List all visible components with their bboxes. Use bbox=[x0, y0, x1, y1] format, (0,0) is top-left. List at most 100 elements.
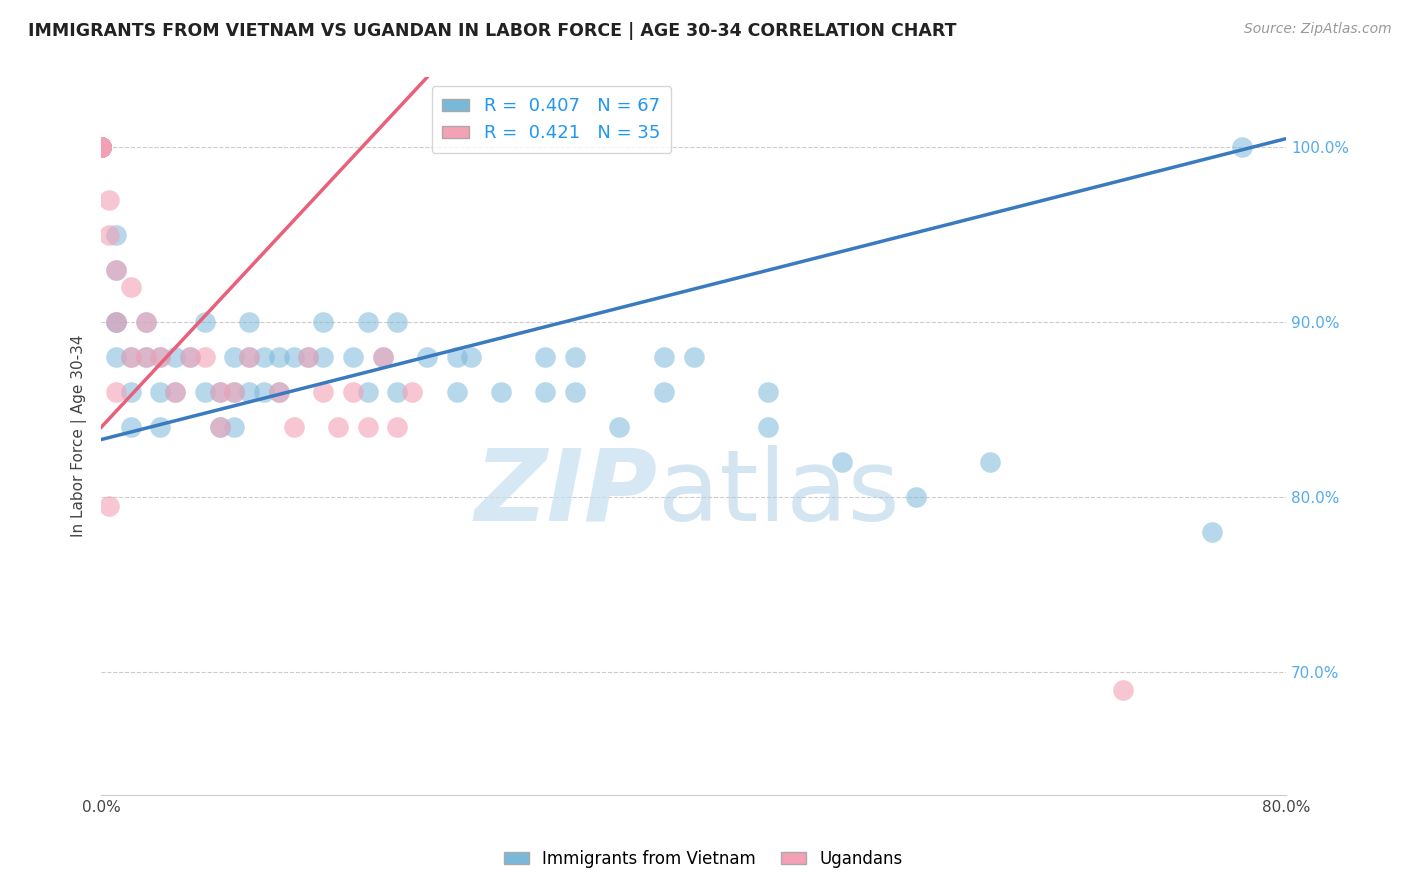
Point bbox=[534, 385, 557, 400]
Point bbox=[357, 385, 380, 400]
Point bbox=[179, 351, 201, 365]
Point bbox=[564, 385, 586, 400]
Point bbox=[165, 351, 187, 365]
Point bbox=[149, 385, 172, 400]
Point bbox=[534, 351, 557, 365]
Point bbox=[179, 351, 201, 365]
Point bbox=[904, 491, 927, 505]
Point bbox=[253, 385, 276, 400]
Legend: R =  0.407   N = 67, R =  0.421   N = 35: R = 0.407 N = 67, R = 0.421 N = 35 bbox=[432, 87, 671, 153]
Legend: Immigrants from Vietnam, Ugandans: Immigrants from Vietnam, Ugandans bbox=[496, 844, 910, 875]
Point bbox=[90, 140, 112, 154]
Point bbox=[194, 315, 217, 329]
Point bbox=[97, 499, 120, 513]
Point bbox=[135, 315, 157, 329]
Point bbox=[312, 315, 335, 329]
Text: ZIP: ZIP bbox=[475, 445, 658, 542]
Point bbox=[149, 351, 172, 365]
Point bbox=[135, 351, 157, 365]
Point bbox=[208, 420, 231, 434]
Point bbox=[120, 385, 142, 400]
Point bbox=[120, 280, 142, 294]
Point bbox=[120, 351, 142, 365]
Point bbox=[652, 385, 675, 400]
Point bbox=[416, 351, 439, 365]
Point bbox=[342, 351, 364, 365]
Point bbox=[312, 385, 335, 400]
Point bbox=[104, 315, 127, 329]
Point bbox=[238, 315, 260, 329]
Point bbox=[90, 140, 112, 154]
Y-axis label: In Labor Force | Age 30-34: In Labor Force | Age 30-34 bbox=[72, 334, 87, 537]
Point bbox=[371, 351, 394, 365]
Point bbox=[401, 385, 423, 400]
Point bbox=[97, 227, 120, 242]
Point bbox=[224, 385, 246, 400]
Point bbox=[446, 385, 468, 400]
Point bbox=[194, 385, 217, 400]
Point bbox=[165, 385, 187, 400]
Point bbox=[104, 227, 127, 242]
Point bbox=[267, 385, 290, 400]
Point bbox=[90, 140, 112, 154]
Point bbox=[238, 385, 260, 400]
Point bbox=[90, 140, 112, 154]
Text: atlas: atlas bbox=[658, 445, 900, 542]
Point bbox=[267, 385, 290, 400]
Point bbox=[979, 455, 1001, 469]
Point bbox=[208, 420, 231, 434]
Point bbox=[609, 420, 631, 434]
Point bbox=[564, 351, 586, 365]
Point bbox=[165, 385, 187, 400]
Point bbox=[104, 385, 127, 400]
Point bbox=[224, 385, 246, 400]
Point bbox=[208, 385, 231, 400]
Point bbox=[90, 140, 112, 154]
Point bbox=[446, 351, 468, 365]
Point bbox=[104, 315, 127, 329]
Point bbox=[357, 420, 380, 434]
Point bbox=[326, 420, 349, 434]
Point bbox=[149, 351, 172, 365]
Point bbox=[208, 385, 231, 400]
Point bbox=[90, 140, 112, 154]
Point bbox=[283, 420, 305, 434]
Point bbox=[652, 351, 675, 365]
Point bbox=[297, 351, 319, 365]
Point bbox=[194, 351, 217, 365]
Point bbox=[312, 351, 335, 365]
Point bbox=[460, 351, 482, 365]
Point bbox=[224, 351, 246, 365]
Point bbox=[253, 351, 276, 365]
Text: IMMIGRANTS FROM VIETNAM VS UGANDAN IN LABOR FORCE | AGE 30-34 CORRELATION CHART: IMMIGRANTS FROM VIETNAM VS UGANDAN IN LA… bbox=[28, 22, 956, 40]
Point bbox=[90, 140, 112, 154]
Point bbox=[1230, 140, 1253, 154]
Point bbox=[1112, 682, 1135, 697]
Point bbox=[90, 140, 112, 154]
Point bbox=[104, 263, 127, 277]
Point bbox=[387, 385, 409, 400]
Point bbox=[120, 420, 142, 434]
Point bbox=[90, 140, 112, 154]
Point bbox=[756, 385, 779, 400]
Point bbox=[104, 351, 127, 365]
Point bbox=[267, 351, 290, 365]
Point bbox=[238, 351, 260, 365]
Point bbox=[97, 193, 120, 207]
Point bbox=[104, 315, 127, 329]
Point bbox=[135, 315, 157, 329]
Point bbox=[90, 140, 112, 154]
Point bbox=[756, 420, 779, 434]
Point bbox=[682, 351, 704, 365]
Point bbox=[90, 140, 112, 154]
Point bbox=[297, 351, 319, 365]
Point bbox=[238, 351, 260, 365]
Point bbox=[104, 263, 127, 277]
Point bbox=[387, 420, 409, 434]
Point bbox=[90, 140, 112, 154]
Point bbox=[1201, 525, 1223, 540]
Point bbox=[224, 420, 246, 434]
Text: Source: ZipAtlas.com: Source: ZipAtlas.com bbox=[1244, 22, 1392, 37]
Point bbox=[283, 351, 305, 365]
Point bbox=[120, 351, 142, 365]
